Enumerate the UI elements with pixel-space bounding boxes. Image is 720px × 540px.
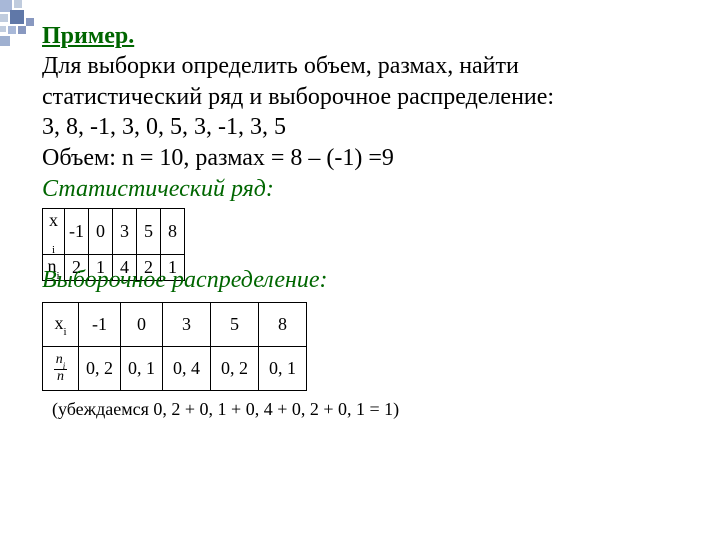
cell: 8 <box>259 303 307 347</box>
cell-x-label: xi <box>43 209 65 255</box>
cell: -1 <box>79 303 121 347</box>
corner-decoration <box>0 0 36 100</box>
slide-content: Пример. Для выборки определить объем, ра… <box>42 22 700 420</box>
cell: 0, 4 <box>163 347 211 391</box>
line-2: статистический ряд и выборочное распреде… <box>42 82 700 113</box>
cell: 5 <box>137 209 161 255</box>
table-row: xi -1 0 3 5 8 <box>43 209 185 255</box>
cell: 0, 2 <box>211 347 259 391</box>
footnote: (убеждаемся 0, 2 + 0, 1 + 0, 4 + 0, 2 + … <box>52 399 700 420</box>
table-row: xi -1 0 3 5 8 <box>43 303 307 347</box>
line-4: Объем: n = 10, размах = 8 – (-1) =9 <box>42 143 700 174</box>
title: Пример. <box>42 23 134 49</box>
cell: -1 <box>65 209 89 255</box>
cell: 8 <box>161 209 185 255</box>
heading-distribution: Выборочное распределение: <box>42 265 700 296</box>
distribution-table: xi -1 0 3 5 8 ni n 0, 2 0, 1 0, 4 0, 2 0… <box>42 302 307 391</box>
heading-stat-row: Статистический ряд: <box>42 174 700 205</box>
cell: 0, 1 <box>259 347 307 391</box>
line-1: Для выборки определить объем, размах, на… <box>42 51 700 82</box>
cell: 0 <box>89 209 113 255</box>
cell-xi-label: xi <box>43 303 79 347</box>
cell: 0 <box>121 303 163 347</box>
cell: 3 <box>163 303 211 347</box>
table-row: ni n 0, 2 0, 1 0, 4 0, 2 0, 1 <box>43 347 307 391</box>
cell: 0, 1 <box>121 347 163 391</box>
cell-frac-label: ni n <box>43 347 79 391</box>
cell: 5 <box>211 303 259 347</box>
cell: 3 <box>113 209 137 255</box>
table-2-wrap: xi -1 0 3 5 8 ni n 0, 2 0, 1 0, 4 0, 2 0… <box>42 302 700 391</box>
line-3: 3, 8, -1, 3, 0, 5, 3, -1, 3, 5 <box>42 112 700 143</box>
cell: 0, 2 <box>79 347 121 391</box>
